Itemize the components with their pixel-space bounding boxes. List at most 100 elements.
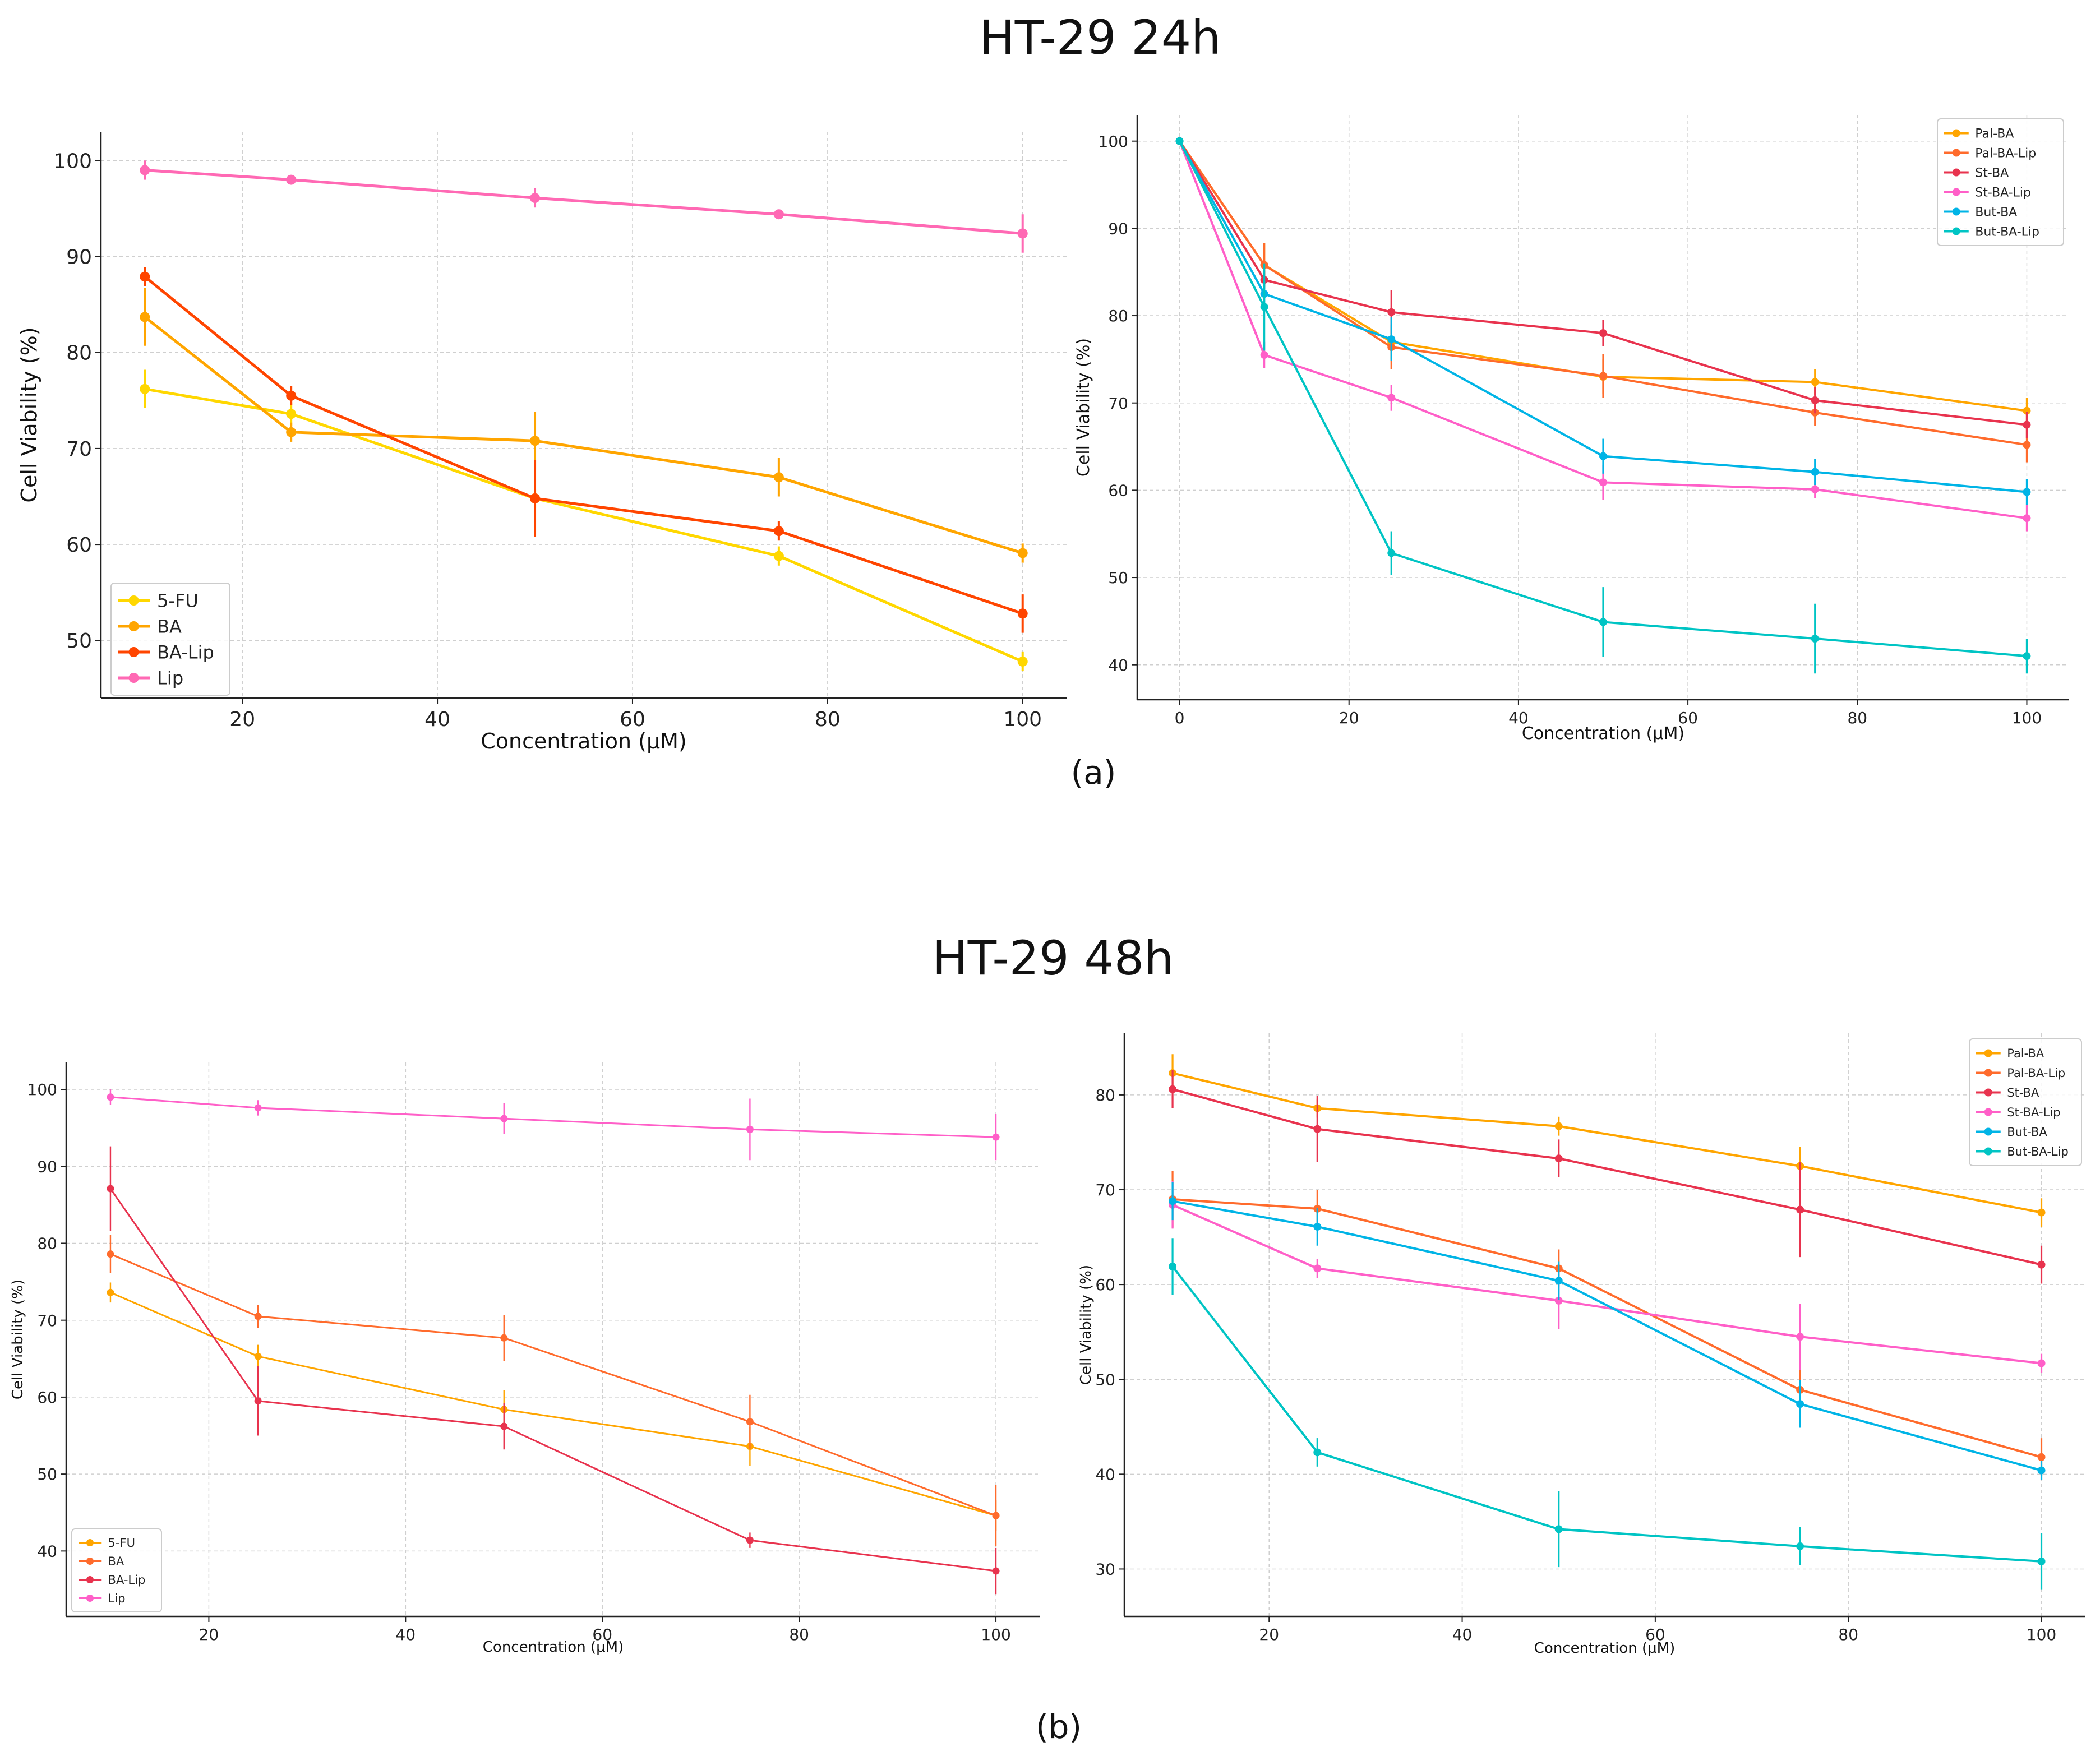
data-point [2023, 514, 2031, 523]
data-point [1811, 485, 1819, 493]
data-point [773, 472, 784, 483]
data-point [746, 1418, 754, 1426]
legend-label: 5-FU [108, 1536, 135, 1550]
data-point [530, 436, 541, 446]
data-point [286, 390, 297, 401]
data-point [1554, 1154, 1563, 1163]
data-point [1811, 378, 1819, 386]
data-point [992, 1512, 1000, 1519]
data-point [1554, 1277, 1563, 1285]
data-point [254, 1352, 262, 1360]
y-tick-label: 60 [1108, 481, 1128, 500]
series-line [1178, 140, 2027, 446]
y-tick-label: 70 [66, 438, 92, 461]
x-tick-label: 80 [1847, 709, 1867, 727]
data-point [2023, 420, 2031, 429]
data-point [286, 427, 297, 437]
data-point [1811, 396, 1819, 405]
data-point [107, 1185, 114, 1193]
data-point [1169, 1197, 1177, 1205]
data-point [530, 193, 541, 204]
legend-marker [86, 1558, 94, 1565]
series-line [1178, 140, 2027, 658]
data-point [2037, 1453, 2046, 1461]
series-line [109, 1188, 996, 1572]
x-tick-label: 40 [424, 708, 450, 731]
data-point [992, 1133, 1000, 1141]
data-point [1313, 1222, 1322, 1231]
legend-marker [1952, 168, 1960, 177]
x-tick-label: 60 [1678, 709, 1698, 727]
legend-label: But-BA [2007, 1125, 2047, 1139]
y-tick-label: 70 [1108, 394, 1128, 413]
chart-a-right: 0 20 40 60 80 100 40 50 60 70 80 90 100 Concentration… [1074, 115, 2069, 743]
legend-label: But-BA-Lip [2007, 1145, 2069, 1158]
legend-label: But-BA [1975, 205, 2017, 219]
data-point [1599, 452, 1607, 460]
y-tick-label: 50 [66, 630, 92, 653]
y-tick-label: 100 [1099, 132, 1128, 151]
legend-label: But-BA-Lip [1975, 225, 2039, 239]
chart-b-right: 20 40 60 80 100 30 40 50 60 70 80 Concentration (µM… [1078, 1033, 2085, 1657]
data-point [1387, 549, 1396, 557]
data-point [530, 493, 541, 503]
x-tick-label: 40 [395, 1625, 416, 1644]
legend-label: BA [108, 1555, 124, 1568]
data-point [2023, 488, 2031, 496]
series-line [1172, 1198, 2042, 1458]
y-tick-label: 50 [1095, 1370, 1115, 1389]
data-point [254, 1313, 262, 1320]
series-line [144, 275, 1023, 615]
series-st-ba-lip [1169, 1181, 2046, 1373]
data-point [1017, 656, 1028, 667]
heading-48h: HT-29 48h [933, 931, 1174, 986]
y-tick-label: 60 [1095, 1276, 1115, 1294]
y-tick-label: 70 [37, 1311, 57, 1330]
legend-marker [128, 673, 139, 683]
data-point [1387, 308, 1396, 316]
y-axis-label: Cell Viability (%) [1074, 338, 1093, 477]
panel-label-b: (b) [1036, 1708, 1082, 1746]
data-point [1169, 1263, 1177, 1270]
data-point [500, 1115, 508, 1122]
data-point [500, 1422, 508, 1430]
legend: 5-FU BA BA-Lip Lip [110, 583, 230, 696]
series-pal-ba-lip [1175, 137, 2031, 463]
data-point [140, 165, 150, 175]
data-point [2023, 652, 2031, 660]
data-point [1313, 1125, 1322, 1133]
data-point [1796, 1205, 1804, 1214]
data-point [773, 526, 784, 537]
series-line [1172, 1088, 2042, 1266]
x-tick-label: 20 [229, 708, 255, 731]
data-point [1599, 372, 1607, 380]
y-tick-label: 80 [37, 1235, 57, 1253]
data-point [1260, 351, 1268, 359]
x-tick-label: 60 [1645, 1625, 1665, 1644]
legend-marker [1984, 1088, 1992, 1097]
x-axis-label: Concentration (µM) [481, 729, 687, 754]
series-line [1171, 1265, 2042, 1563]
series-ba [140, 288, 1028, 563]
series-st-ba [1175, 137, 2031, 438]
x-axis-label: Concentration (µM) [1534, 1640, 1675, 1657]
y-tick-label: 90 [66, 246, 92, 269]
data-point [992, 1567, 1000, 1575]
y-tick-label: 100 [53, 150, 92, 173]
x-tick-label: 80 [815, 708, 841, 731]
x-tick-label: 100 [1003, 708, 1042, 731]
y-axis-label: Cell Viability (%) [10, 1279, 26, 1399]
series-line [1172, 1204, 2042, 1365]
legend-label: St-BA [2007, 1086, 2039, 1099]
data-point [286, 174, 297, 185]
data-point [1599, 478, 1607, 487]
data-point [254, 1104, 262, 1112]
legend-marker [86, 1576, 94, 1583]
series-line [144, 387, 1023, 663]
legend-marker [1952, 129, 1960, 137]
legend-label: Pal-BA [1975, 127, 2014, 141]
x-axis-label: Concentration (µM) [1522, 724, 1684, 743]
data-point [1796, 1542, 1804, 1550]
x-axis-label: Concentration (µM) [483, 1639, 624, 1656]
